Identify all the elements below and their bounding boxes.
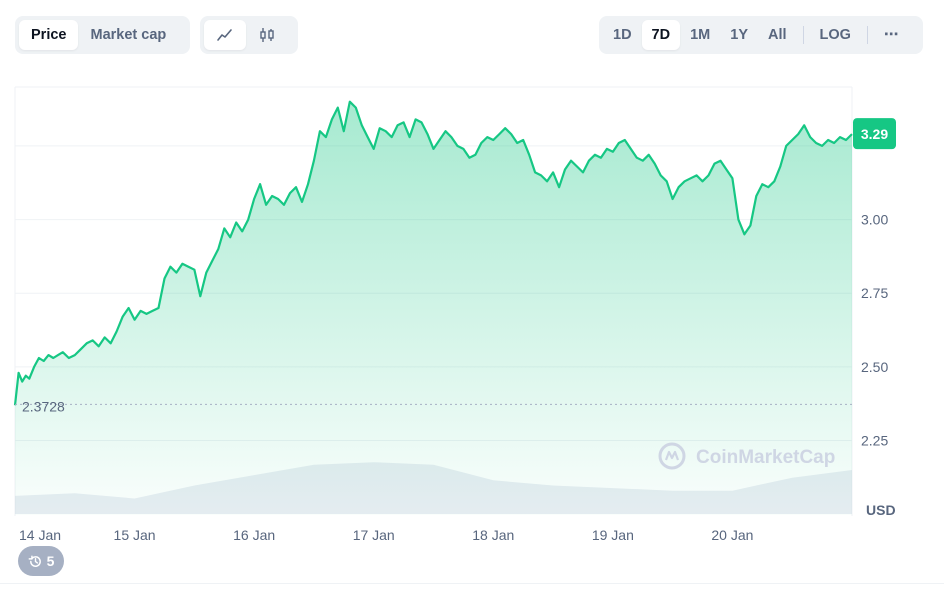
log-scale-button[interactable]: LOG: [819, 27, 851, 43]
current-price-badge: [853, 118, 896, 150]
chart-type-toggle: [200, 16, 298, 54]
history-icon: [28, 554, 41, 567]
x-tick-label: 17 Jan: [353, 527, 395, 543]
range-1y[interactable]: 1Y: [730, 27, 748, 43]
range-all[interactable]: All: [768, 27, 787, 43]
y-tick-label: 2.25: [861, 433, 888, 449]
open-price-label: 2.3728: [22, 398, 65, 414]
x-tick-label: 14 Jan: [19, 527, 61, 543]
candlestick-button[interactable]: [246, 20, 288, 50]
price-line: [13, 100, 853, 406]
y-axis-unit: USD: [866, 502, 896, 518]
y-tick-label: 2.75: [861, 285, 888, 301]
range-7d[interactable]: 7D: [641, 20, 681, 50]
toolbar-divider: [866, 26, 868, 44]
y-tick-label: 2.50: [861, 359, 888, 375]
x-tick-label: 19 Jan: [592, 527, 634, 543]
current-price-label: 3.29: [861, 126, 888, 142]
range-toggle: 1D 7D 1M 1Y All LOG ⋯: [599, 16, 923, 54]
metric-toggle: Price Market cap: [15, 16, 190, 54]
more-options-button[interactable]: ⋯: [883, 27, 899, 43]
range-1d[interactable]: 1D: [613, 27, 632, 43]
x-tick-label: 18 Jan: [472, 527, 514, 543]
coinmarketcap-watermark: CoinMarketCap: [696, 447, 835, 468]
tab-market-cap[interactable]: Market cap: [90, 27, 167, 43]
coinmarketcap-logo-icon: [658, 442, 686, 470]
tab-price[interactable]: Price: [19, 20, 79, 50]
x-tick-label: 16 Jan: [233, 527, 275, 543]
range-1m[interactable]: 1M: [690, 27, 711, 43]
candlestick-icon: [260, 28, 274, 42]
x-tick-label: 20 Jan: [711, 527, 753, 543]
y-tick-label: 3.00: [861, 212, 888, 228]
history-count: 5: [46, 553, 55, 569]
toolbar-divider: [802, 26, 804, 44]
coinmarketcap-logo-mark: [664, 450, 680, 461]
price-area: [15, 101, 852, 515]
line-chart-icon: [217, 29, 232, 41]
x-tick-label: 15 Jan: [114, 527, 156, 543]
line-chart-button[interactable]: [204, 20, 246, 50]
bottom-divider: [0, 583, 944, 584]
history-badge[interactable]: 5: [18, 546, 64, 576]
